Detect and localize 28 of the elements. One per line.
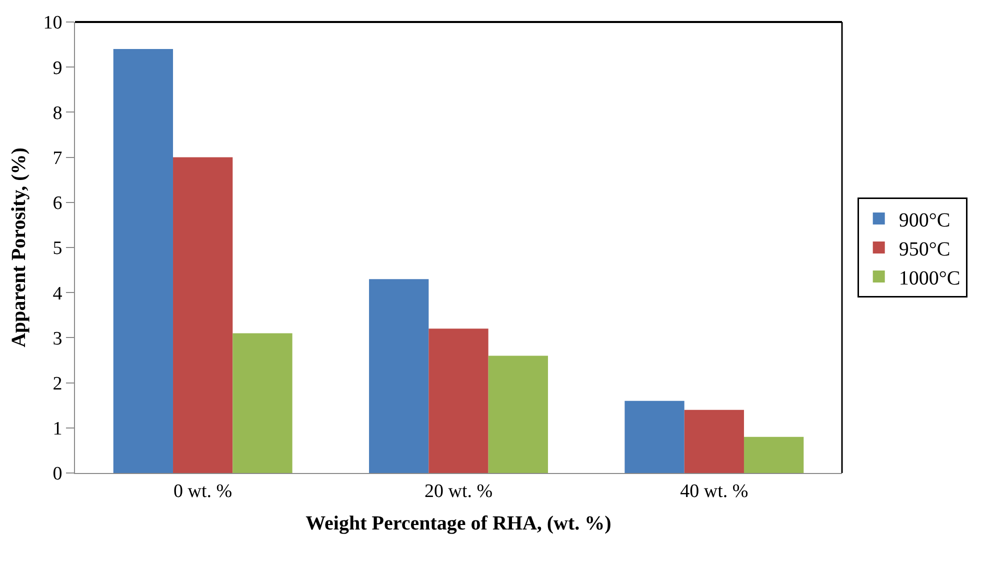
legend-label: 900°C — [898, 209, 950, 232]
y-tick-label: 0 — [52, 464, 62, 485]
y-tick-label: 10 — [43, 12, 62, 34]
bar — [744, 436, 804, 473]
legend-label: 950°C — [898, 238, 950, 260]
bar — [624, 400, 684, 473]
x-tick-label: 0 wt. % — [174, 480, 232, 502]
bar — [113, 49, 174, 473]
x-axis-title: Weight Percentage of RHA, (wt. %) — [306, 512, 612, 534]
bar — [173, 157, 233, 473]
y-axis-title: Apparent Porosity, (%) — [8, 148, 30, 348]
bar — [232, 333, 292, 473]
y-tick-label: 6 — [52, 193, 62, 214]
y-tick-label: 9 — [52, 58, 62, 79]
bar — [369, 279, 429, 473]
bar — [488, 356, 548, 473]
y-tick-label: 2 — [52, 373, 62, 394]
bar — [428, 328, 488, 473]
y-tick-label: 4 — [52, 283, 63, 304]
legend-label: 1000°C — [898, 267, 960, 290]
y-tick-label: 7 — [52, 148, 62, 169]
y-tick-label: 5 — [52, 238, 62, 260]
bar — [684, 410, 744, 473]
y-tick-label: 8 — [52, 102, 62, 124]
x-tick-label: 20 wt. % — [424, 480, 493, 502]
y-tick-label: 3 — [52, 328, 62, 350]
y-tick-label: 1 — [52, 418, 62, 440]
x-tick-label: 40 wt. % — [680, 480, 748, 502]
